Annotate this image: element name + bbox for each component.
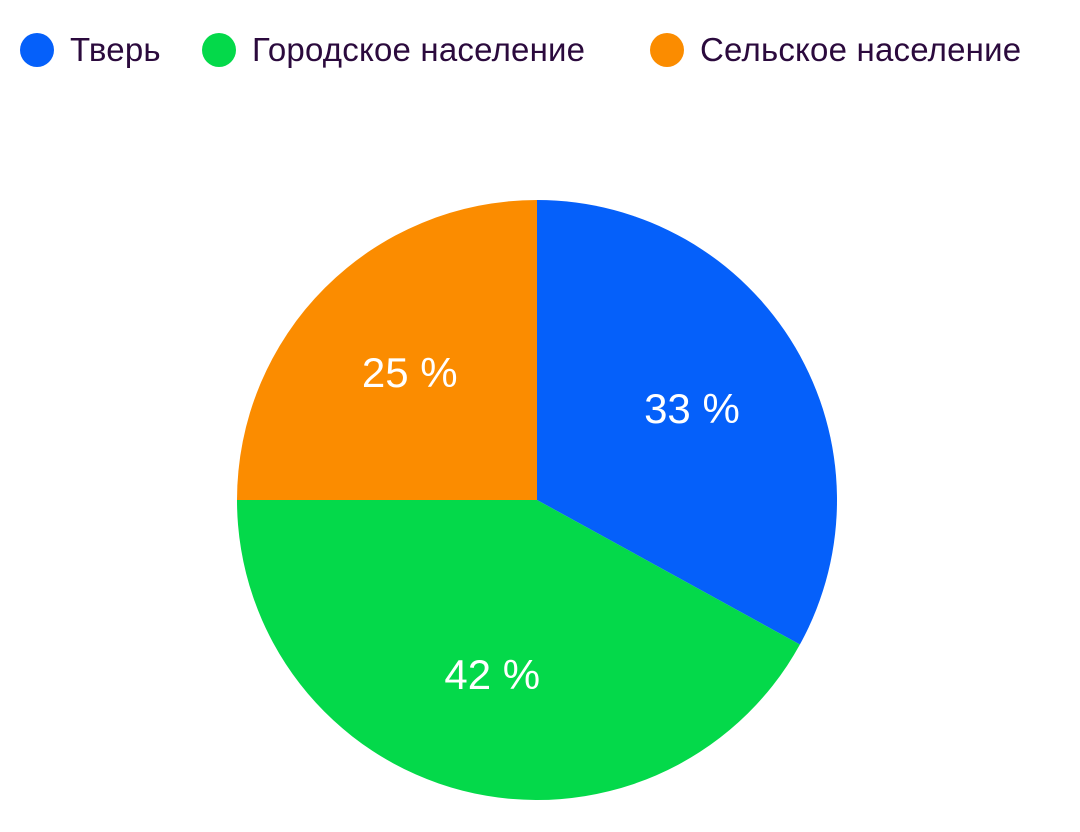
pie-slice-urban: [236, 500, 800, 801]
legend-label-tver: Тверь: [70, 31, 161, 68]
chart-legend: Тверь Городское население Сельское насел…: [0, 0, 1080, 100]
legend-label-rural: Сельское население: [700, 31, 1022, 68]
pie-slice-tver: [537, 200, 838, 645]
pie-slice-labels: 33 % 42 % 25 %: [362, 349, 740, 698]
pie-slice-rural: [237, 200, 537, 500]
pie-slices: [236, 200, 838, 801]
legend-swatch-rural: [650, 33, 684, 67]
legend-swatch-tver: [20, 33, 54, 67]
legend-swatch-urban: [202, 33, 236, 67]
legend-item-urban: Городское население: [202, 28, 585, 72]
slice-label-tver: 33 %: [644, 385, 740, 432]
legend-item-tver: Тверь: [20, 28, 161, 72]
slice-label-rural: 25 %: [362, 349, 458, 396]
slice-label-urban: 42 %: [444, 651, 540, 698]
legend-label-urban: Городское население: [252, 31, 586, 68]
legend-item-rural: Сельское население: [650, 28, 1021, 72]
